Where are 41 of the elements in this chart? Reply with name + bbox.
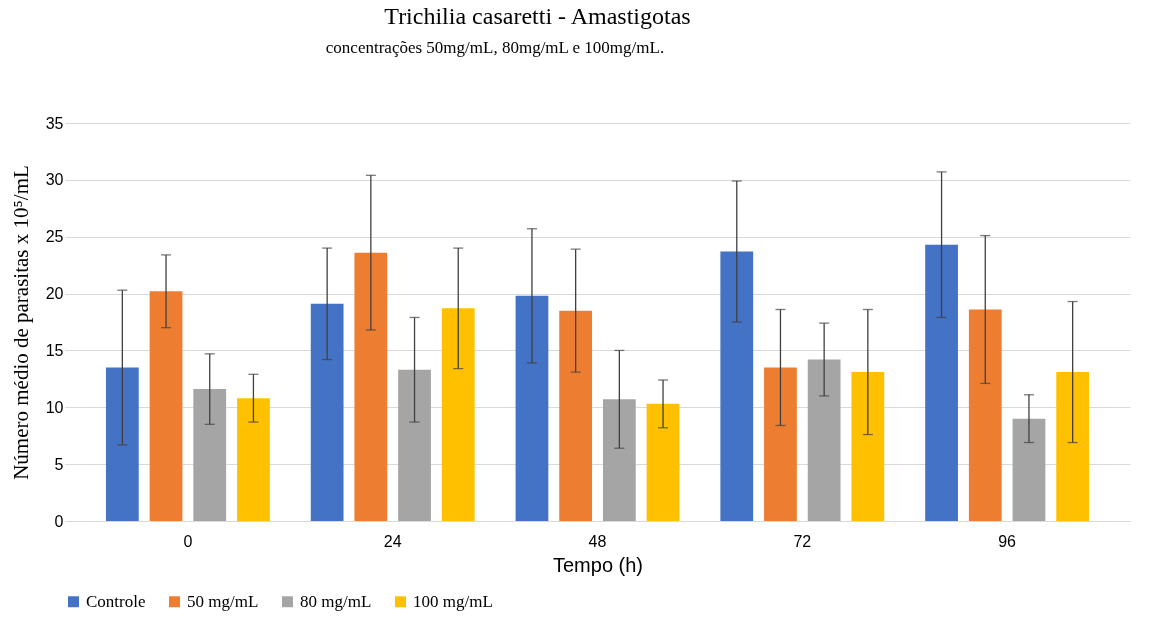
bar — [851, 372, 885, 521]
y-axis-title: Número médio de parasitas x 10⁵/mL — [8, 165, 33, 480]
bar — [764, 367, 797, 521]
bar — [720, 251, 754, 521]
y-tick-label: 30 — [45, 171, 64, 189]
bar — [925, 244, 958, 521]
bar — [602, 399, 636, 521]
x-tick-label: 0 — [183, 532, 193, 550]
bar — [807, 359, 841, 521]
bar — [310, 303, 344, 521]
y-tick-label: 10 — [45, 398, 64, 416]
legend-label: 50 mg/mL — [187, 591, 259, 611]
legend-label: Controle — [86, 591, 146, 611]
legend-label: 100 mg/mL — [413, 591, 493, 611]
x-tick-label: 72 — [793, 532, 812, 550]
bar — [354, 252, 388, 521]
chart-title: Trichilia casaretti - Amastigotas — [384, 3, 691, 29]
bar — [237, 398, 270, 521]
y-tick-label: 25 — [45, 228, 64, 246]
y-tick-label: 20 — [45, 285, 64, 303]
bar — [559, 310, 593, 521]
x-tick-label: 24 — [383, 532, 402, 550]
bar — [105, 367, 139, 521]
bar — [1056, 372, 1090, 521]
bar — [646, 403, 680, 521]
bar — [1012, 418, 1046, 521]
y-tick-label: 5 — [54, 455, 64, 473]
y-tick-label: 35 — [45, 114, 64, 132]
bar — [515, 295, 549, 521]
bar — [193, 389, 227, 521]
legend-label: 80 mg/mL — [300, 591, 372, 611]
y-tick-label: 0 — [54, 512, 64, 530]
bar — [441, 308, 475, 521]
text: concentrações 50mg/mL, 80mg/mL e 100mg/mL. — [325, 38, 665, 57]
bar — [149, 291, 183, 521]
bar — [398, 369, 431, 521]
x-tick-label: 48 — [588, 532, 607, 550]
y-tick-label: 15 — [45, 341, 64, 359]
x-tick-label: 96 — [998, 532, 1017, 550]
bar — [968, 309, 1002, 521]
x-axis-title: Tempo (h) — [552, 553, 644, 576]
